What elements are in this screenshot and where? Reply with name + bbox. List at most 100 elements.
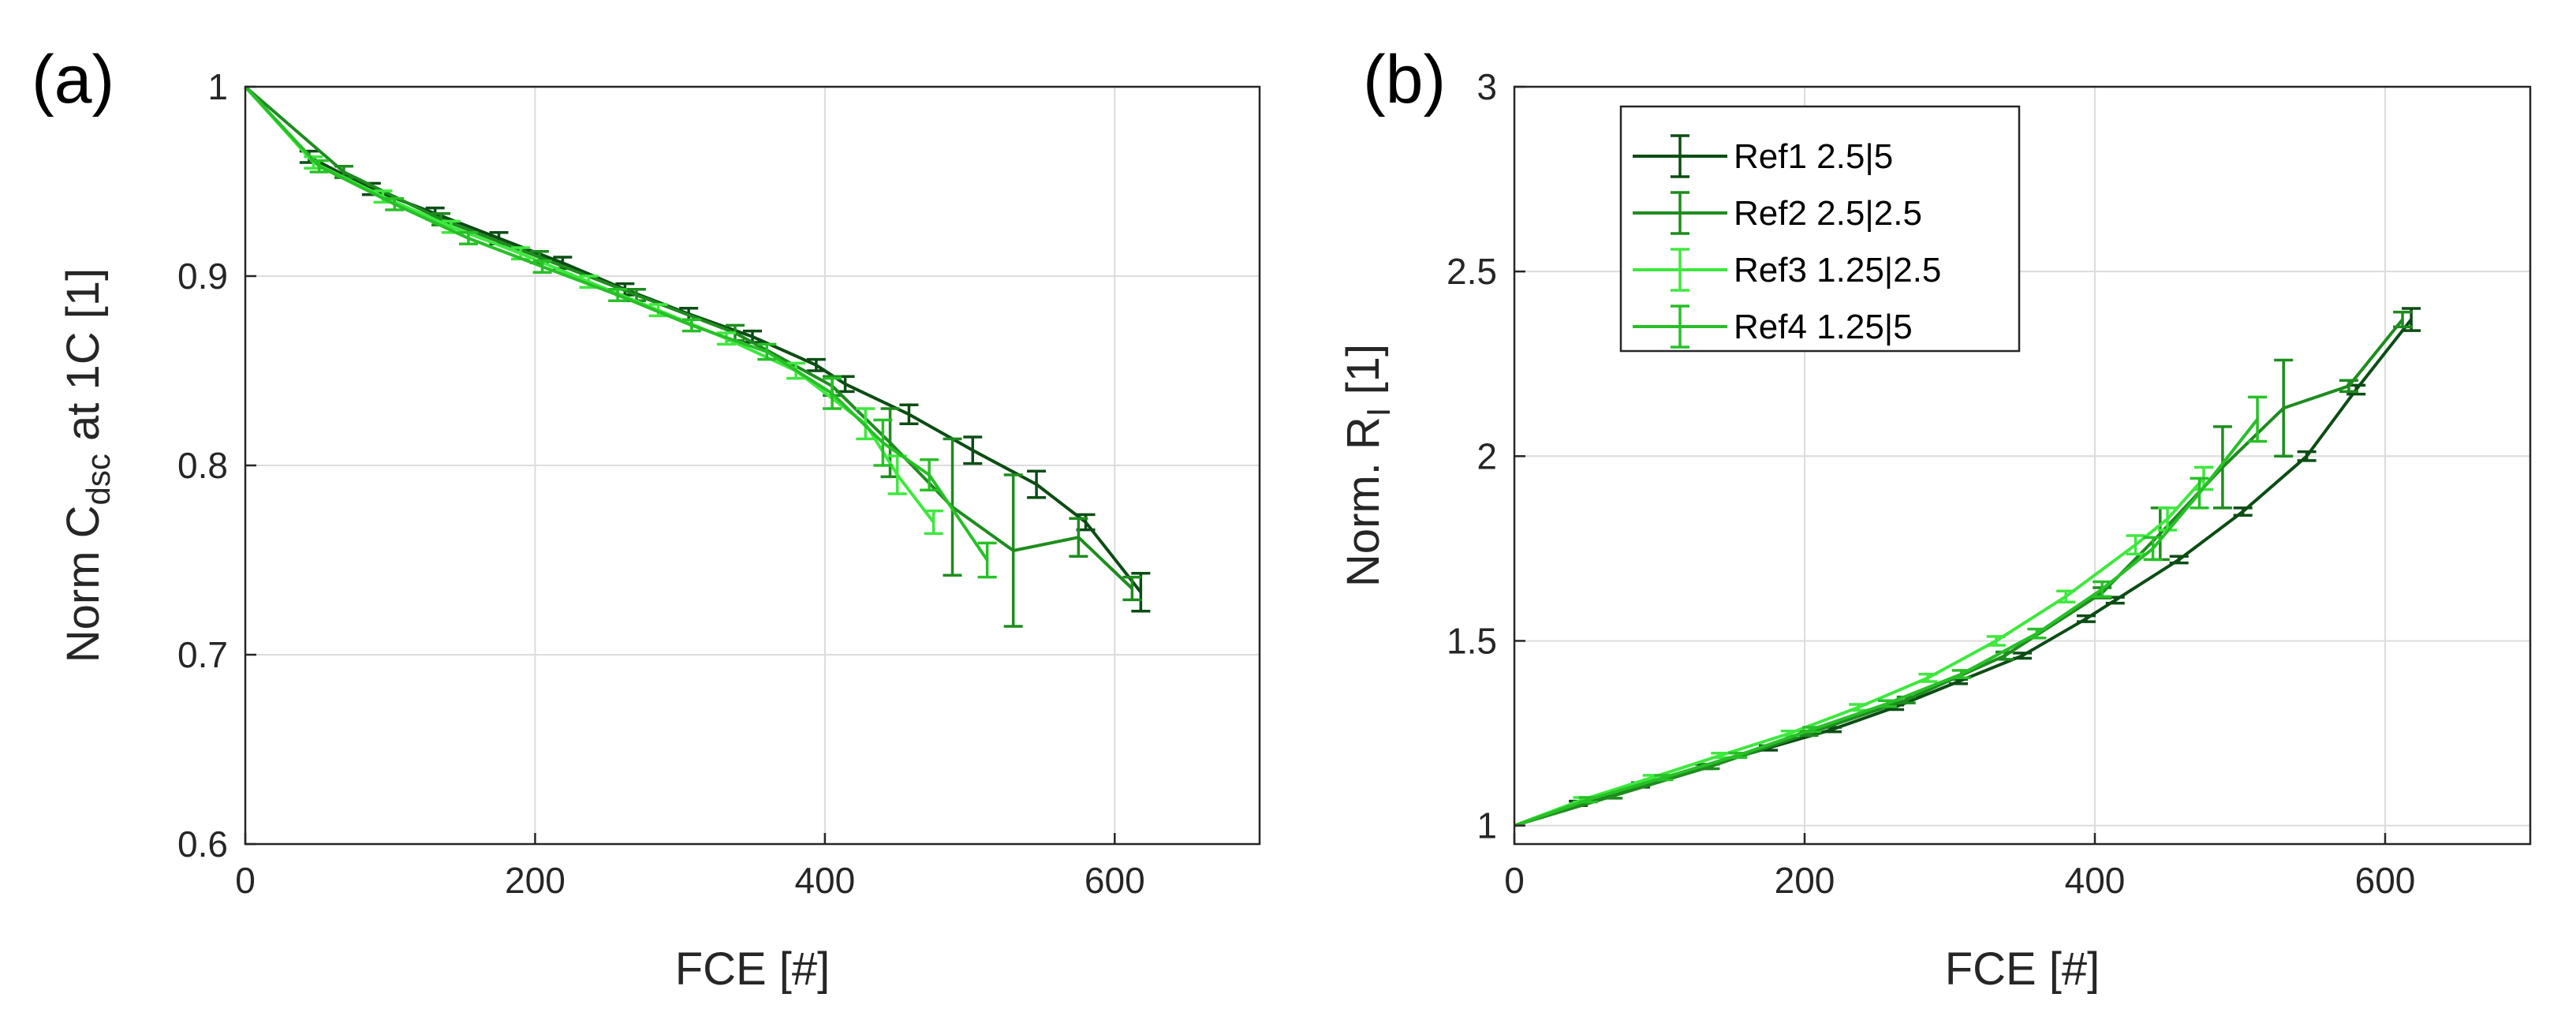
error-bar	[2169, 555, 2189, 565]
x-tick-label: 400	[794, 860, 855, 901]
x-axis-label-a: FCE [#]	[675, 943, 831, 995]
chart-panel-b: 0 200 400 600 1 1.5 2 2.5 3 (b) FCE [#] Norm. RI…	[1338, 42, 2532, 995]
y-tick-label: 0.9	[177, 256, 228, 297]
series-b-3	[1514, 465, 2213, 827]
series-b-2	[1514, 310, 2413, 827]
error-bar	[1918, 672, 1938, 683]
error-bar	[873, 418, 893, 467]
x-tick-label: 0	[235, 860, 256, 901]
y-tick-label: 0.7	[177, 634, 228, 675]
error-bar	[1003, 473, 1023, 628]
series-line	[244, 85, 1133, 590]
error-bar	[1951, 669, 1971, 680]
series-line	[244, 85, 1142, 594]
legend-entry: Ref3 1.25|2.5	[1633, 248, 1941, 292]
error-bar	[2274, 358, 2294, 458]
y-tick-label: 1	[207, 66, 228, 107]
x-tick-label: 400	[2065, 860, 2126, 901]
ticks-b: 0 200 400 600 1 1.5 2 2.5 3	[1447, 66, 2415, 901]
legend-label: Ref2 2.5|2.5	[1734, 194, 1922, 233]
error-bar	[2027, 627, 2047, 640]
error-bar	[2143, 536, 2163, 562]
error-bar	[1131, 572, 1151, 613]
series-line	[1514, 477, 2205, 827]
series-line	[244, 85, 935, 524]
error-bar	[532, 260, 552, 274]
error-bar	[924, 509, 943, 536]
error-bar	[823, 376, 842, 410]
error-bar	[920, 458, 939, 491]
error-bar	[681, 318, 701, 333]
y-axis-label-b-main: Norm. R	[1338, 417, 1389, 587]
error-bar	[1654, 774, 1674, 782]
error-bar	[608, 288, 628, 302]
legend-entry: Ref4 1.25|5	[1633, 304, 1913, 349]
error-bar	[2190, 476, 2209, 510]
plot-frame-b	[1513, 85, 2532, 846]
error-bar	[2013, 652, 2032, 660]
x-tick-label: 0	[1504, 860, 1525, 901]
y-axis-label-a-tail: at 1C [1]	[58, 268, 109, 454]
chart-panel-a: 0 200 400 600 0.6 0.7 0.8 0.9 1 (a) FCE [#] Norm…	[32, 42, 1261, 995]
y-axis-label-a-main: Norm C	[58, 505, 109, 663]
series-group-b	[1514, 307, 2421, 827]
error-bar	[2076, 614, 2096, 623]
legend: Ref1 2.5|5 Ref2 2.5|2.5 Ref3 1.25|2.5 Ref4 …	[1619, 105, 2021, 353]
series-group-a	[244, 85, 1151, 628]
y-axis-label-b: Norm. RI [1]	[1338, 344, 1397, 587]
series-b-4	[1514, 395, 2268, 827]
error-bar	[1728, 752, 1748, 760]
error-bar	[1578, 796, 1598, 804]
error-bar	[1711, 752, 1730, 760]
legend-box	[1619, 105, 2021, 353]
error-bar	[2056, 589, 2076, 604]
error-bar	[385, 196, 405, 211]
series-a-4	[244, 85, 997, 579]
y-axis-label-a: Norm Cdsc at 1C [1]	[58, 268, 117, 663]
series-a-3	[244, 85, 943, 536]
y-tick-label: 0.8	[177, 445, 228, 486]
series-line	[1514, 318, 2404, 827]
panel-label-b: (b)	[1363, 42, 1446, 118]
legend-entry: Ref1 2.5|5	[1633, 134, 1893, 178]
error-bar	[1877, 699, 1897, 708]
error-bar	[806, 357, 826, 372]
legend-label: Ref3 1.25|2.5	[1734, 251, 1941, 290]
x-tick-label: 600	[2355, 860, 2416, 901]
error-bar	[458, 231, 478, 245]
y-axis-label-b-tail: [1]	[1338, 344, 1389, 408]
y-axis-label-b-sub: I	[1360, 408, 1397, 417]
x-tick-label: 200	[1775, 860, 1835, 901]
error-bar	[899, 403, 919, 425]
series-line	[1514, 418, 2259, 827]
series-line	[244, 85, 989, 562]
error-bar	[2248, 395, 2268, 443]
legend-entries: Ref1 2.5|5 Ref2 2.5|2.5 Ref3 1.25|2.5 Ref4 …	[1633, 134, 1941, 349]
y-tick-label: 3	[1477, 66, 1497, 107]
y-tick-label: 0.6	[177, 824, 228, 865]
error-bar	[963, 435, 983, 465]
error-bar	[2126, 534, 2145, 556]
series-line	[1514, 318, 2413, 827]
error-bar	[1849, 703, 1869, 712]
error-bar	[1027, 469, 1047, 499]
y-axis-label-a-sub: dsc	[80, 454, 117, 505]
error-bar	[1069, 517, 1088, 558]
y-tick-label: 2	[1477, 435, 1497, 476]
legend-entry: Ref2 2.5|2.5	[1633, 191, 1922, 235]
y-tick-label: 2.5	[1447, 251, 1497, 292]
error-bar	[2093, 580, 2112, 598]
error-bar	[977, 541, 997, 579]
error-bar	[1802, 726, 1822, 734]
legend-label: Ref1 2.5|5	[1734, 137, 1893, 176]
error-bar	[309, 159, 329, 174]
y-tick-label: 1	[1477, 805, 1497, 846]
error-bar	[1986, 635, 2006, 647]
error-bar	[2393, 310, 2413, 329]
y-tick-label: 1.5	[1447, 620, 1497, 661]
panel-label-a: (a)	[32, 42, 114, 118]
error-bar	[757, 342, 777, 361]
error-bar	[2212, 425, 2232, 510]
x-axis-label-b: FCE [#]	[1945, 943, 2100, 995]
